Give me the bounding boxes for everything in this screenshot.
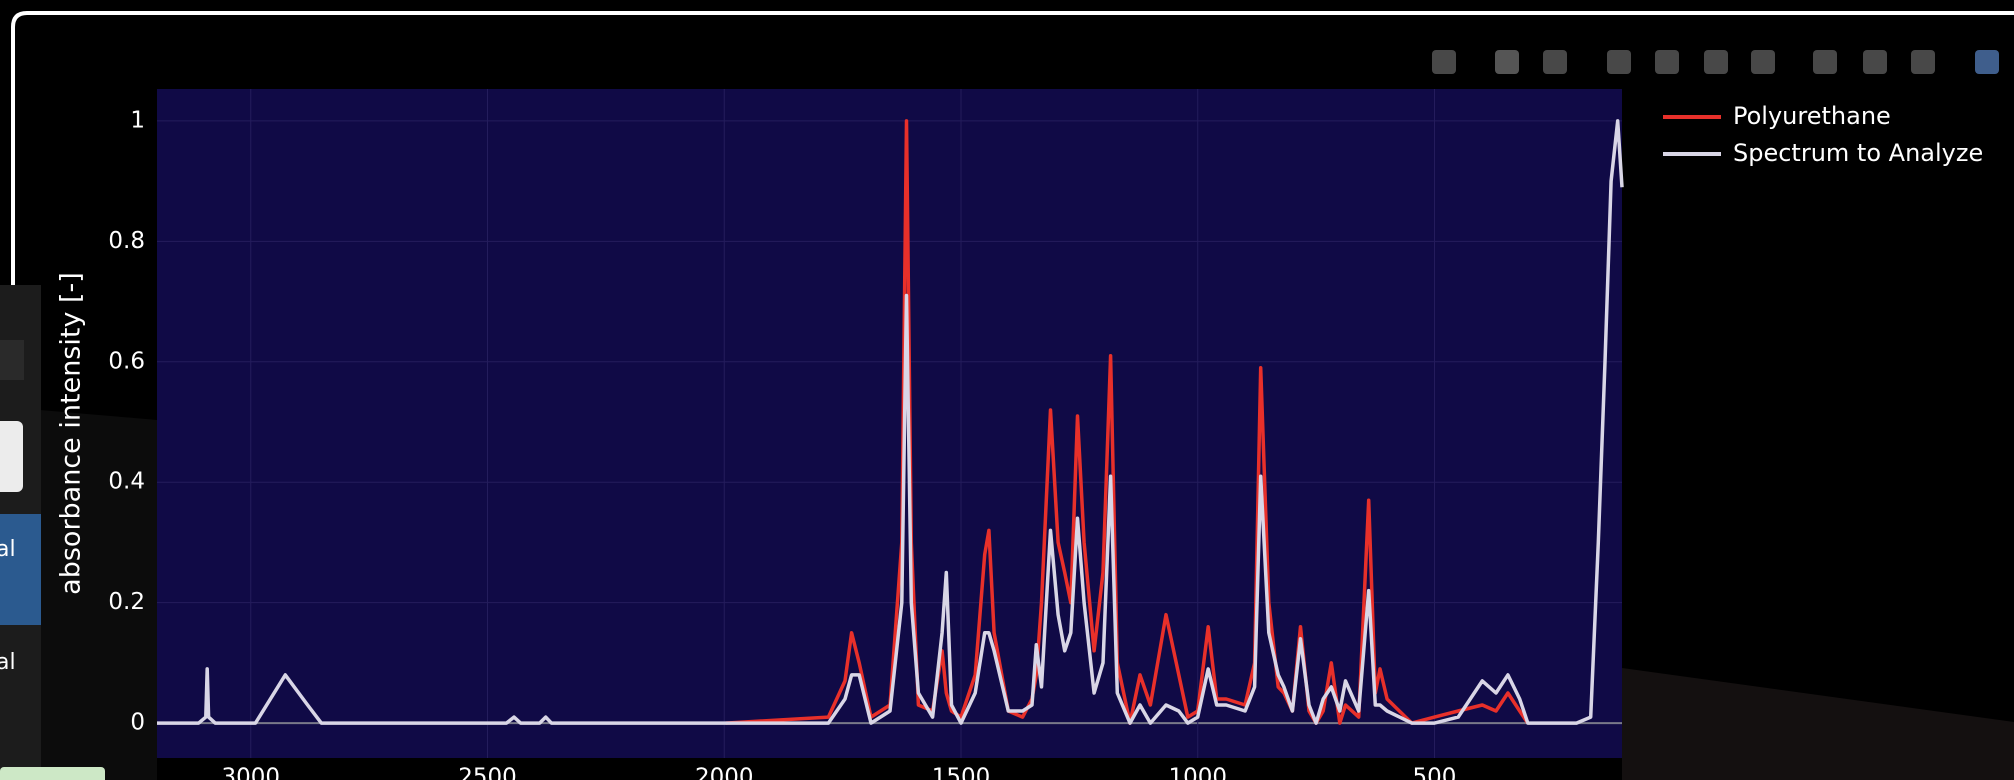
status-badge <box>0 767 105 780</box>
modebar-button[interactable] <box>1863 50 1887 74</box>
modebar-button[interactable] <box>1432 50 1456 74</box>
modebar-button[interactable] <box>1975 50 1999 74</box>
modebar-button[interactable] <box>1655 50 1679 74</box>
sidebar-item-active[interactable] <box>0 514 41 625</box>
backdrop-shape <box>1622 668 2014 780</box>
modebar <box>1432 50 1999 74</box>
sidebar-item[interactable]: al <box>0 650 16 675</box>
x-tick-label: 2500 <box>458 765 517 780</box>
sidebar-item[interactable]: al <box>0 537 16 562</box>
x-tick-label: 1500 <box>932 765 991 780</box>
sidebar-input[interactable] <box>0 421 23 492</box>
x-tick-label: 500 <box>1413 765 1457 780</box>
window-frame <box>11 11 2014 780</box>
sidebar: al al <box>0 285 105 780</box>
plot-area <box>157 89 1622 758</box>
legend-label: Spectrum to Analyze <box>1733 139 1983 167</box>
x-tick-label: 3000 <box>221 765 280 780</box>
legend-item[interactable]: Spectrum to Analyze <box>1663 139 1983 167</box>
y-tick-label: 0.2 <box>108 589 145 615</box>
modebar-button[interactable] <box>1607 50 1631 74</box>
y-tick-label: 0 <box>130 710 145 736</box>
y-axis-title: absorbance intensity [-] <box>56 272 87 595</box>
y-tick-label: 0.6 <box>108 348 145 374</box>
y-tick-label: 0.8 <box>108 228 145 254</box>
y-tick-label: 0.4 <box>108 469 145 495</box>
modebar-button[interactable] <box>1751 50 1775 74</box>
legend-label: Polyurethane <box>1733 102 1891 130</box>
modebar-button[interactable] <box>1543 50 1567 74</box>
modebar-button[interactable] <box>1704 50 1728 74</box>
series-line <box>157 119 1624 725</box>
modebar-button[interactable] <box>1813 50 1837 74</box>
x-tick-label: 1000 <box>1168 765 1227 780</box>
backdrop-shape <box>40 410 157 780</box>
y-tick-label: 1 <box>130 107 145 133</box>
x-tick-label: 2000 <box>695 765 754 780</box>
sidebar-icon[interactable] <box>0 340 24 380</box>
modebar-button[interactable] <box>1911 50 1935 74</box>
modebar-button[interactable] <box>1495 50 1519 74</box>
legend-item[interactable]: Polyurethane <box>1663 102 1891 130</box>
